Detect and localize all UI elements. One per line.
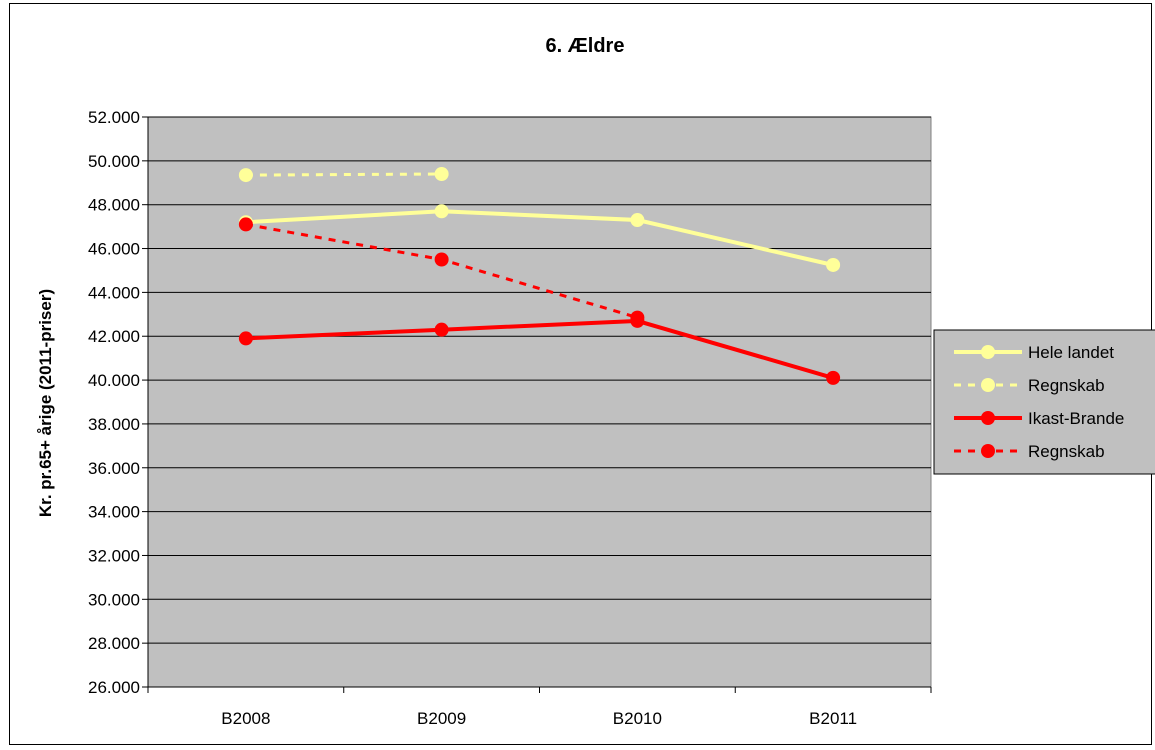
y-tick-label: 42.000: [88, 327, 140, 346]
chart-title: 6. Ældre: [546, 35, 625, 57]
data-point-series-2: [434, 167, 449, 181]
plot-background: [147, 116, 932, 688]
series-line-2: [245, 172, 442, 177]
legend-marker-1: [981, 345, 995, 359]
series-line-3: [245, 318, 834, 380]
series-line-1: [245, 209, 834, 267]
legend-label-4: Regnskab: [1028, 442, 1105, 461]
legend-marker-3: [981, 411, 995, 425]
plot-area: 26.000 28.000 30.000 32.000 34.000 36.000 38.0…: [88, 108, 932, 728]
y-tick-label: 28.000: [88, 634, 140, 653]
x-tick-label: B2011: [809, 709, 857, 728]
y-tick-label: 46.000: [88, 240, 140, 259]
x-tick-label: B2010: [613, 709, 662, 728]
data-point-series-2: [238, 168, 253, 183]
y-tick-label: 36.000: [88, 459, 140, 478]
y-tick-label: 48.000: [88, 196, 140, 215]
x-tick-label: B2009: [417, 709, 466, 728]
y-tick-label: 26.000: [88, 678, 140, 697]
data-point-series-4: [434, 252, 449, 267]
y-tick-label: 40.000: [88, 371, 140, 390]
y-tick-label: 30.000: [88, 590, 140, 609]
legend-marker-2: [981, 378, 995, 392]
data-point-series-4: [630, 310, 645, 325]
legend-label-3: Ikast-Brande: [1028, 409, 1124, 428]
y-tick-label: 52.000: [88, 108, 140, 127]
data-point-series-1: [826, 257, 841, 272]
y-tick-label: 32.000: [88, 546, 140, 565]
data-point-series-3: [238, 331, 253, 346]
legend-label-2: Regnskab: [1028, 376, 1105, 395]
y-tick-label: 44.000: [88, 283, 140, 302]
y-tick-label: 38.000: [88, 415, 140, 434]
legend-label-1: Hele landet: [1028, 343, 1114, 362]
data-point-series-3: [826, 370, 841, 385]
y-tick-label: 34.000: [88, 503, 140, 522]
data-point-series-1: [630, 213, 645, 228]
data-point-series-1: [434, 204, 449, 219]
data-point-series-3: [434, 322, 449, 337]
legend: Hele landet Regnskab Ikast-Brande Regnskab: [933, 329, 1155, 475]
x-tick-label: B2008: [221, 709, 270, 728]
data-point-series-4: [238, 217, 253, 232]
legend-marker-4: [981, 444, 995, 458]
y-axis-title: Kr. pr.65+ årige (2011-priser): [36, 289, 55, 517]
y-tick-label: 50.000: [88, 152, 140, 171]
